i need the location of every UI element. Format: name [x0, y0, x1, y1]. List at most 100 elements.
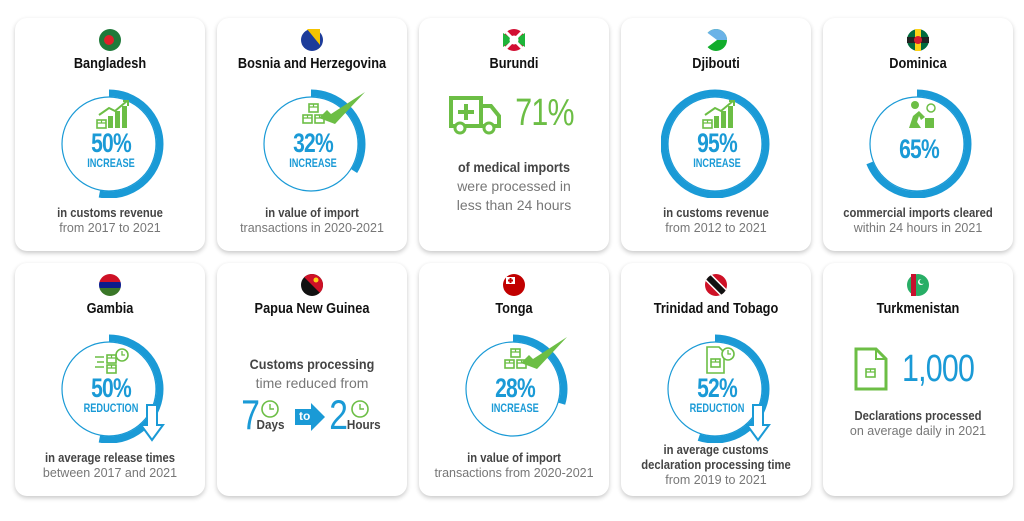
description-bold: of medical imports — [457, 159, 571, 175]
ring-track — [869, 96, 965, 192]
stat-label: INCREASE — [289, 158, 337, 170]
flag-bosnia-icon — [301, 29, 323, 51]
flag-png-icon — [301, 274, 323, 296]
to-unit: Hours — [346, 417, 381, 432]
progress-ring: 65% — [863, 86, 975, 198]
stat-value: 50% — [91, 128, 132, 158]
description-light: transactions in 2020-2021 — [240, 221, 384, 235]
country-name: Bosnia and Herzegovina — [237, 56, 387, 72]
stat-row: 71% — [419, 90, 609, 136]
description-light: transactions from 2020-2021 — [434, 466, 594, 480]
boxes-check-icon — [302, 103, 325, 124]
flag-dominica-icon — [907, 29, 929, 51]
stat-description: in average customs declaration processing… — [621, 443, 811, 488]
ring-track — [667, 341, 763, 437]
description-bold: in value of import — [467, 451, 561, 465]
growth-chart-icon — [702, 100, 735, 129]
description-light: from 2019 to 2021 — [665, 473, 767, 487]
to-value: 2 — [329, 391, 348, 438]
country-card-png: Papua New Guinea 7 Days to 2 Hours Custo… — [217, 263, 407, 496]
stat-label: REDUCTION — [83, 403, 139, 415]
ring-arc — [55, 89, 164, 198]
country-name: Bangladesh — [73, 56, 147, 72]
country-card-burundi: Burundi 71% of medical imports were proces… — [419, 18, 609, 251]
clock-icon — [349, 397, 371, 424]
from-value: 7 — [241, 391, 260, 438]
stat-description: in value of import transactions in 2020-2… — [217, 206, 407, 236]
stat-description: in value of import transactions from 2020… — [419, 451, 609, 481]
flag-djibouti-icon — [705, 29, 727, 51]
down-arrow-icon — [139, 404, 165, 442]
from-unit: Days — [256, 417, 285, 432]
country-card-turkmenistan: Turkmenistan 1,000 Declarations processed… — [823, 263, 1013, 496]
stat-value: 65% — [899, 134, 940, 164]
description-bold: in customs revenue — [663, 206, 769, 220]
description-light: from 2017 to 2021 — [59, 221, 161, 235]
description-light: time reduced from — [255, 375, 369, 391]
country-name: Tonga — [495, 301, 533, 317]
document-clock-icon — [706, 346, 735, 374]
country-name: Djibouti — [692, 56, 740, 72]
time-reduction: 7 Days to 2 Hours — [239, 391, 389, 438]
fast-boxes-clock-icon — [95, 348, 129, 374]
country-card-dominica: Dominica 65% commercial imports cleared wi… — [823, 18, 1013, 251]
country-card-bosnia: Bosnia and Herzegovina 32% INCREASE in val… — [217, 18, 407, 251]
check-arrow-icon — [319, 92, 365, 124]
country-name: Gambia — [86, 301, 134, 317]
clock-icon — [259, 397, 281, 424]
description-bold: in customs revenue — [57, 206, 163, 220]
ring-arc — [661, 334, 770, 443]
ring-track — [61, 96, 157, 192]
description-light: within 24 hours in 2021 — [853, 221, 983, 235]
progress-ring: 32% INCREASE — [257, 86, 369, 198]
description-light: from 2012 to 2021 — [665, 221, 767, 235]
flag-tonga-icon — [503, 274, 525, 296]
stat-description: Declarations processed on average daily i… — [823, 409, 1013, 439]
to-label: to — [299, 409, 311, 423]
stat-value: 32% — [293, 128, 334, 158]
progress-ring: 50% INCREASE — [55, 86, 167, 198]
ambulance-icon — [449, 96, 502, 135]
description-bold: in average customs — [663, 443, 769, 457]
country-card-gambia: Gambia 50% REDUCTION in average release ti… — [15, 263, 205, 496]
description-bold: in average release times — [44, 451, 176, 465]
ring-arc — [55, 334, 164, 443]
progress-ring: 52% REDUCTION — [661, 331, 773, 443]
stat-description: in average release times between 2017 and… — [15, 451, 205, 481]
stat-value: 28% — [495, 373, 536, 403]
country-card-djibouti: Djibouti 95% INCREASE in customs revenue fr… — [621, 18, 811, 251]
stat-description: in customs revenue from 2012 to 2021 — [621, 206, 811, 236]
ring-track — [61, 341, 157, 437]
progress-ring: 95% INCREASE — [661, 86, 773, 198]
description-light: between 2017 and 2021 — [42, 466, 178, 480]
ring-track — [263, 96, 359, 192]
stat-label: INCREASE — [87, 158, 135, 170]
down-arrow-icon — [745, 404, 771, 442]
boxes-check-icon — [504, 348, 527, 369]
flag-burundi-icon — [503, 29, 525, 51]
flag-trinidad-icon — [705, 274, 727, 296]
stat-description: commercial imports cleared within 24 hour… — [823, 206, 1013, 236]
country-name: Burundi — [489, 56, 539, 72]
description-light: were processed in — [457, 178, 571, 194]
flag-bangladesh-icon — [99, 29, 121, 51]
flag-turkmenistan-icon — [907, 274, 929, 296]
description-bold: declaration processing time — [641, 458, 791, 472]
country-card-bangladesh: Bangladesh 50% INCREASE in customs revenue… — [15, 18, 205, 251]
ring-arc — [459, 334, 568, 443]
description-bold: in value of import — [265, 206, 359, 220]
ring-arc — [257, 89, 366, 198]
stat-value: 95% — [697, 128, 738, 158]
growth-chart-icon — [96, 100, 129, 129]
description-light: on average daily in 2021 — [849, 424, 987, 438]
worker-boxes-icon — [909, 101, 936, 128]
stat-value: 1,000 — [902, 347, 975, 390]
country-card-tonga: Tonga 28% INCREASE in value of import trans… — [419, 263, 609, 496]
progress-ring: 50% REDUCTION — [55, 331, 167, 443]
description-bold: commercial imports cleared — [843, 206, 993, 220]
stat-description: Customs processing time reduced from — [217, 355, 407, 393]
flag-gambia-icon — [99, 274, 121, 296]
check-arrow-icon — [521, 337, 567, 369]
ring-arc — [661, 89, 770, 198]
description-bold: Declarations processed — [854, 409, 982, 423]
